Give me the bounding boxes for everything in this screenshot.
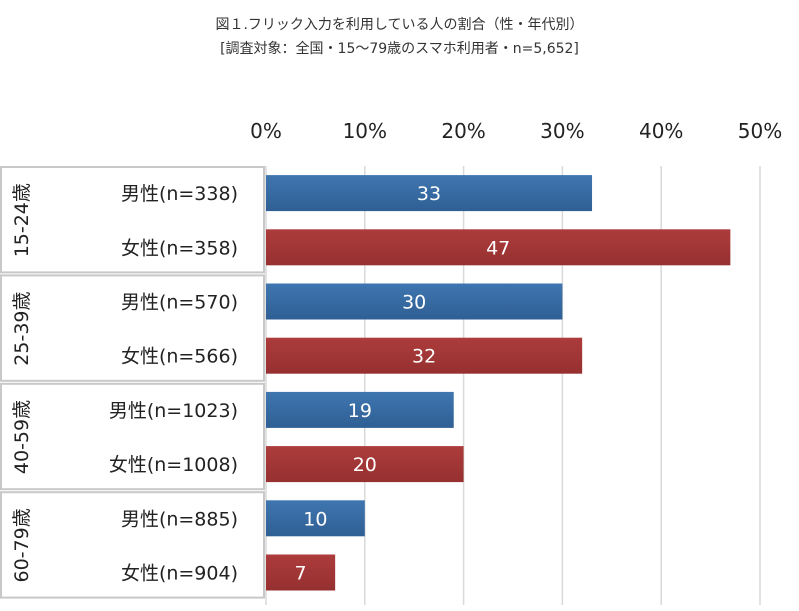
bar-male: [266, 391, 454, 428]
group-box: [0, 491, 265, 599]
bar-male: [266, 500, 365, 537]
bar-male: [266, 283, 563, 320]
x-tick-label: 10%: [343, 119, 387, 143]
group-label: 60-79歳: [11, 508, 33, 582]
category-label: 女性(n=1008): [109, 454, 238, 476]
x-tick-label: 50%: [738, 119, 782, 143]
group-label: 40-59歳: [11, 400, 33, 474]
group-box: [0, 166, 265, 274]
chart-subtitle: [調査対象：全国・15～79歳のスマホ利用者・n=5,652]: [220, 41, 579, 57]
category-label: 女性(n=358): [121, 237, 238, 259]
group-box: [0, 274, 265, 382]
category-label: 男性(n=338): [121, 183, 238, 205]
data-label: 47: [486, 237, 510, 259]
group-label: 25-39歳: [11, 291, 33, 365]
data-label: 20: [353, 454, 377, 476]
x-tick-label: 0%: [250, 119, 282, 143]
data-label: 33: [417, 183, 441, 205]
category-label: 男性(n=570): [121, 292, 238, 314]
data-label: 10: [303, 508, 327, 530]
bar-female: [266, 229, 731, 266]
group-box: [0, 382, 265, 491]
bar-female: [266, 446, 464, 483]
x-tick-label: 40%: [639, 119, 683, 143]
data-label: 30: [402, 292, 426, 314]
x-tick-label: 20%: [441, 119, 485, 143]
data-label: 32: [412, 346, 436, 368]
category-label: 女性(n=566): [121, 346, 238, 368]
bar-female: [266, 337, 583, 374]
data-label: 19: [348, 400, 372, 422]
chart-title: 図１.フリック入力を利用している人の割合（性・年代別）: [215, 17, 584, 33]
data-label: 7: [295, 563, 307, 585]
category-label: 男性(n=885): [121, 508, 238, 530]
bar-male: [266, 175, 593, 212]
bar-female: [266, 554, 336, 591]
category-label: 男性(n=1023): [109, 400, 238, 422]
group-label: 15-24歳: [11, 183, 33, 257]
x-tick-label: 30%: [540, 119, 584, 143]
category-label: 女性(n=904): [121, 563, 238, 585]
